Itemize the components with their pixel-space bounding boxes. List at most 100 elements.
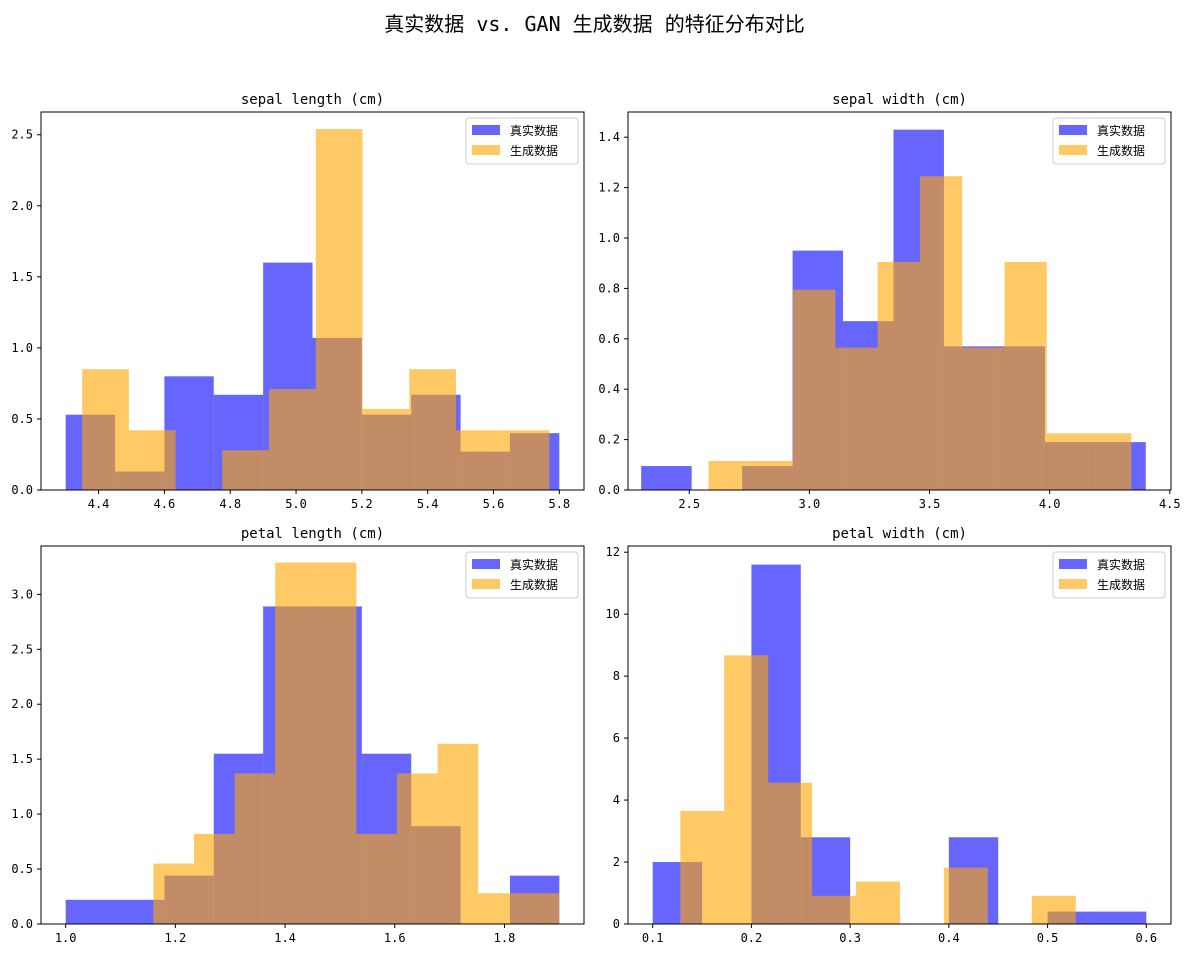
y-tick-label: 8: [613, 669, 620, 683]
axes-frame: [627, 111, 1172, 491]
legend-label-real: 真实数据: [510, 123, 558, 138]
x-tick-label: 0.3: [839, 931, 861, 945]
bar: [455, 430, 503, 490]
x-tick-label: 0.2: [741, 931, 763, 945]
figure-title: 真实数据 vs. GAN 生成数据 的特征分布对比: [384, 12, 805, 36]
bar: [82, 369, 129, 490]
x-tick-label: 5.8: [548, 497, 570, 511]
x-tick-label: 4.0: [1039, 497, 1061, 511]
y-tick-label: 1.0: [598, 231, 620, 245]
bar: [919, 176, 963, 490]
y-tick-label: 2: [613, 855, 620, 869]
x-tick-label: 0.4: [938, 931, 960, 945]
series-generated: [680, 655, 1076, 924]
y-tick-label: 6: [613, 731, 620, 745]
chart-title-petal-width-cm: petal width (cm): [832, 526, 967, 542]
x-tick-label: 4.8: [219, 497, 241, 511]
bar: [315, 562, 357, 924]
bar: [708, 461, 751, 490]
y-tick-label: 0.6: [598, 332, 620, 346]
bar: [194, 833, 235, 924]
chart-petal-length: 1.0 1.2 1.4 1.6 1.8 0.0 0.5 1.0 1.5 2.0 2.5 3.0 peta…: [11, 526, 585, 945]
y-tick-label: 1.5: [11, 270, 33, 284]
legend-swatch-generated: [472, 145, 500, 155]
x-tick-label: 2.5: [678, 497, 700, 511]
bar: [437, 743, 479, 924]
bar: [1004, 261, 1047, 490]
x-tick-label: 1.4: [274, 931, 296, 945]
legend-swatch-generated: [472, 579, 500, 589]
bar: [269, 389, 316, 490]
y-tick-label: 1.5: [11, 752, 33, 766]
bar: [680, 810, 725, 924]
y-tick-label: 3.0: [11, 587, 33, 601]
legend-swatch-real: [1059, 125, 1087, 135]
bar: [409, 369, 456, 490]
x-tick-label: 3.0: [799, 497, 821, 511]
y-tick-label: 1.2: [598, 181, 620, 195]
bar: [943, 867, 988, 924]
x-tick-label: 1.2: [165, 931, 187, 945]
bar: [315, 129, 363, 491]
chart-sepal-width: 2.5 3.0 3.5 4.0 4.5 0.0 0.2 0.4 0.6 0.8 1.0 1.2 1.4 s…: [598, 92, 1180, 511]
chart-sepal-length: 4.4 4.6 4.8 5.0 5.2 5.4 5.6 5.8 0.0 0.5 1.0 1.5 2.0 2…: [11, 92, 585, 511]
bar: [362, 409, 410, 490]
x-tick-label: 0.6: [1135, 931, 1157, 945]
axes-frame: [40, 545, 585, 925]
bar: [1096, 911, 1147, 924]
bar: [234, 773, 276, 924]
bar: [396, 773, 438, 924]
axes-frame: [40, 111, 585, 491]
bar: [478, 893, 519, 924]
bar: [641, 466, 692, 490]
bar: [768, 782, 813, 924]
bar: [1046, 433, 1090, 490]
y-tick-label: 0.8: [598, 281, 620, 295]
legend-swatch-real: [1059, 559, 1087, 569]
legend-swatch-real: [472, 125, 500, 135]
y-tick-label: 0.5: [11, 862, 33, 876]
series-generated: [82, 129, 550, 491]
x-tick-label: 3.5: [919, 497, 941, 511]
x-tick-label: 1.6: [384, 931, 406, 945]
x-tick-label: 5.4: [417, 497, 439, 511]
y-tick-label: 1.0: [11, 341, 33, 355]
bar: [724, 655, 769, 924]
y-tick-label: 0.0: [11, 917, 33, 931]
series-generated: [708, 176, 1132, 490]
chart-title-sepal-width-cm: sepal width (cm): [832, 92, 967, 108]
bar: [835, 347, 878, 490]
y-tick-label: 2.0: [11, 697, 33, 711]
legend-label-real: 真实数据: [510, 557, 558, 572]
chart-title-petal-length-cm: petal length (cm): [241, 526, 384, 542]
legend-swatch-generated: [1059, 145, 1087, 155]
bar: [153, 863, 195, 924]
y-tick-label: 2.5: [11, 642, 33, 656]
y-tick-label: 10: [606, 607, 620, 621]
y-tick-label: 1.0: [11, 807, 33, 821]
legend-label-generated: 生成数据: [1097, 143, 1145, 158]
x-tick-label: 0.5: [1037, 931, 1059, 945]
x-tick-label: 4.5: [1159, 497, 1181, 511]
bar: [962, 347, 1005, 490]
x-tick-label: 1.8: [494, 931, 516, 945]
legend-label-generated: 生成数据: [1097, 577, 1145, 592]
bar: [1089, 433, 1132, 490]
x-tick-label: 5.6: [483, 497, 505, 511]
y-tick-label: 2.0: [11, 199, 33, 213]
axes-frame: [627, 545, 1172, 925]
bar: [128, 430, 176, 490]
bar: [65, 899, 116, 924]
bar: [750, 461, 794, 490]
chart-title-sepal-length-cm: sepal length (cm): [241, 92, 384, 108]
legend-label-generated: 生成数据: [510, 577, 558, 592]
bar: [877, 261, 920, 490]
x-tick-label: 4.6: [154, 497, 176, 511]
legend-label-generated: 生成数据: [510, 143, 558, 158]
y-tick-label: 0.0: [598, 483, 620, 497]
